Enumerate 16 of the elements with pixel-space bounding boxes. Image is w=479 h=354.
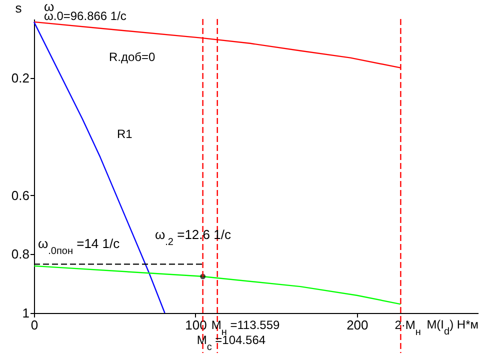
x-tick-label: 200: [346, 318, 368, 332]
x-tick-label: 0: [30, 318, 38, 332]
y-tick-label: 0.6: [11, 188, 30, 203]
annotation: ω$_{.0пон}$ =14 1/с: [38, 236, 120, 256]
y-tick-label: 0.8: [11, 246, 30, 262]
x-tick-label: 100: [185, 318, 207, 332]
text: ω: [44, 0, 54, 14]
y-axis-title: s: [15, 0, 22, 16]
y-tick-label: 0.2: [11, 70, 30, 86]
annotation: ω$_{.2}$ =12.6 1/с: [155, 227, 232, 248]
annotation: R.доб=0: [109, 50, 156, 64]
annotation: R1: [117, 127, 133, 141]
line-series: [33, 265, 402, 305]
y-tick-label: 1: [22, 306, 30, 320]
x-axis-title: M(I$_{d}$) Н*м: [426, 318, 478, 337]
ref-line-label: 2·M$_{н}$: [394, 318, 421, 338]
